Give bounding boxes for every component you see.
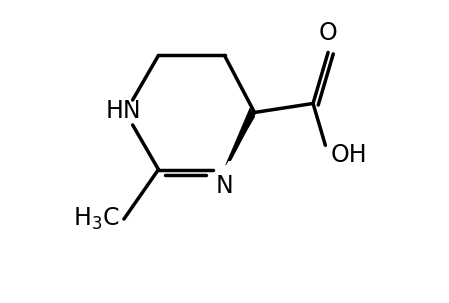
Text: O: O xyxy=(319,21,338,45)
Text: N: N xyxy=(216,174,233,198)
Text: OH: OH xyxy=(330,142,367,167)
Polygon shape xyxy=(226,108,255,165)
Text: H$_3$C: H$_3$C xyxy=(73,206,119,232)
Text: HN: HN xyxy=(106,99,141,123)
